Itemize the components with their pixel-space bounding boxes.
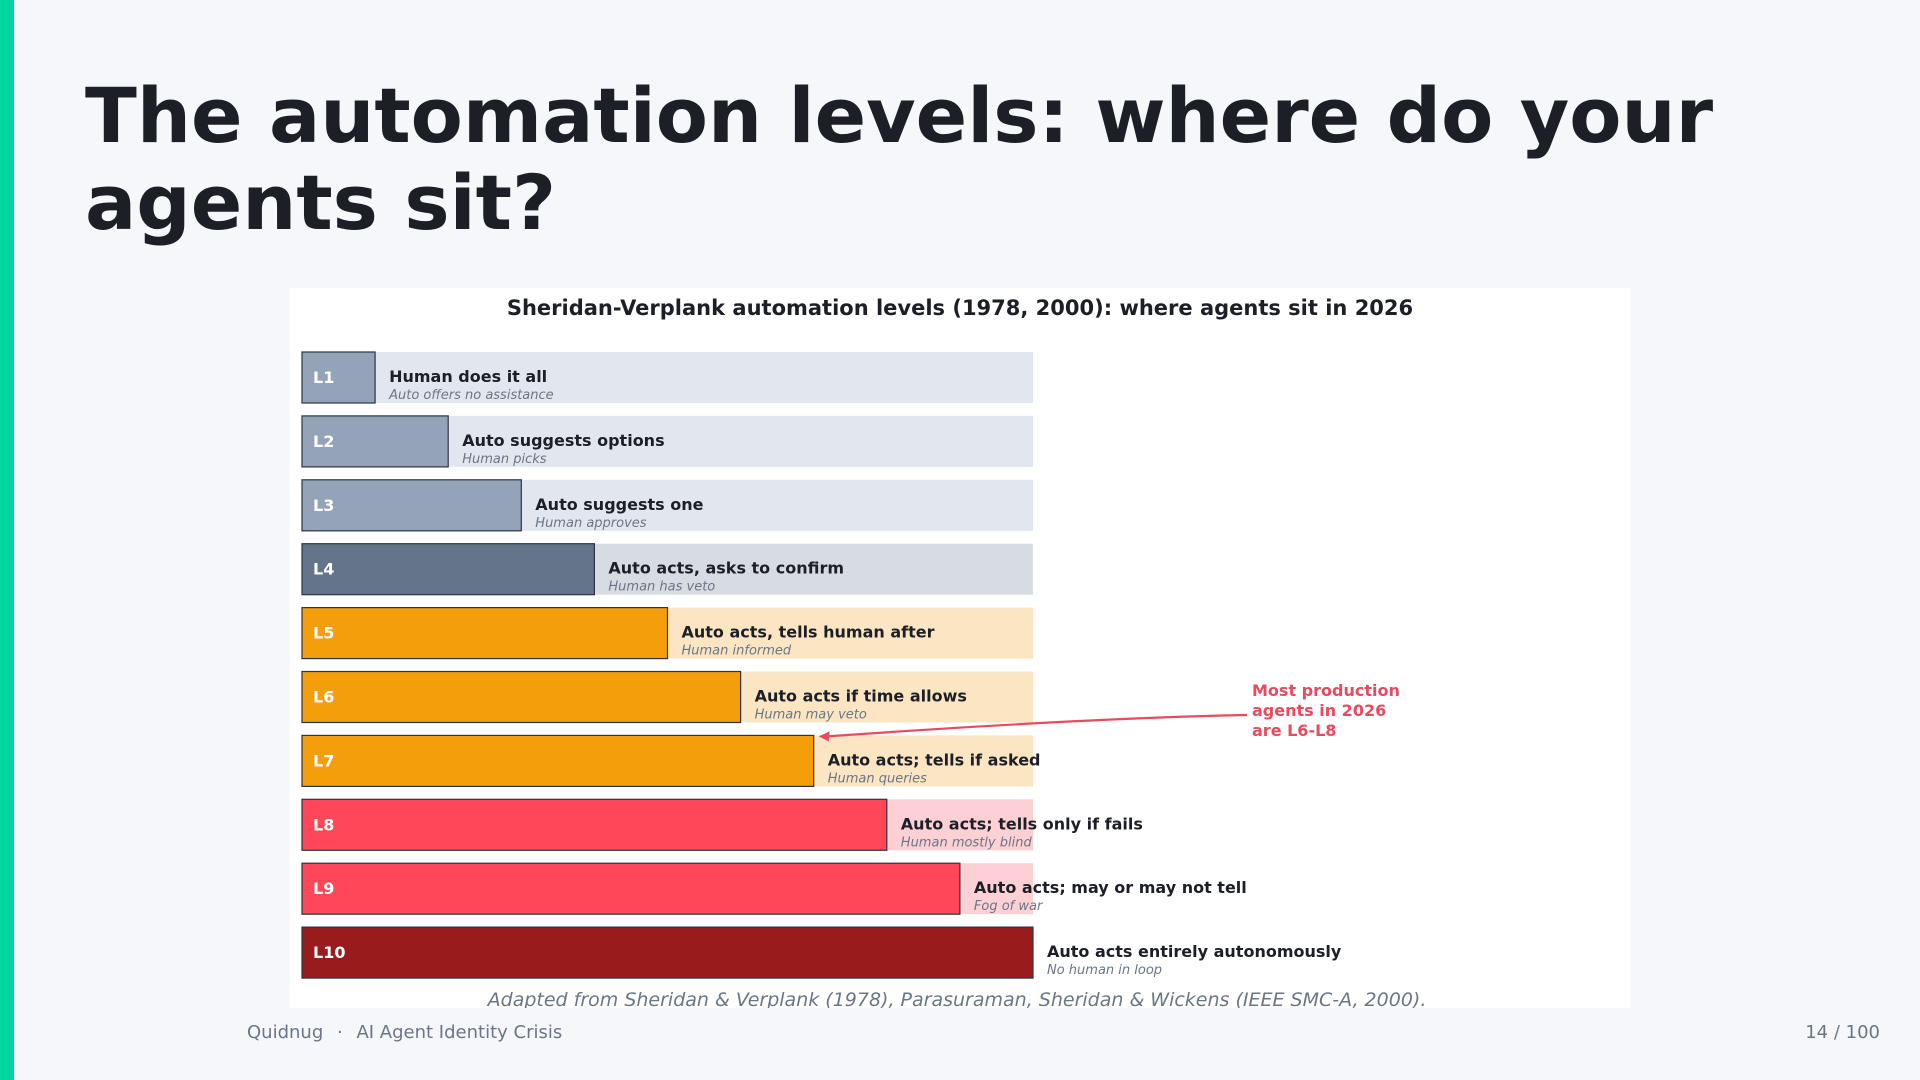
chart-panel: Sheridan-Verplank automation levels (197… xyxy=(290,288,1630,1008)
bar-label-l4: L4 xyxy=(313,560,334,579)
bar-l6 xyxy=(301,670,742,724)
bar-l5 xyxy=(301,607,669,660)
human-role-l6: Human may veto xyxy=(755,708,867,723)
annotation-text-line: Most production xyxy=(1252,681,1400,700)
bar-label-l8: L8 xyxy=(313,815,334,834)
human-role-l7: Human queries xyxy=(828,771,927,786)
level-description-l1: Human does it all xyxy=(389,367,547,386)
automation-levels-chart: Sheridan-Verplank automation levels (197… xyxy=(301,296,1427,1008)
bar-track-l1 xyxy=(302,352,1033,403)
bar-l3 xyxy=(301,479,522,532)
slide-title: The automation levels: where do your age… xyxy=(85,71,1714,247)
level-description-l3: Auto suggests one xyxy=(535,495,703,514)
human-role-l8: Human mostly blind xyxy=(901,835,1033,850)
bar-label-l3: L3 xyxy=(313,496,334,515)
bar-label-l2: L2 xyxy=(313,432,334,451)
footer-brand: Quidnug xyxy=(247,1022,324,1043)
level-description-l10: Auto acts entirely autonomously xyxy=(1047,942,1342,961)
accent-bar xyxy=(0,0,14,1080)
bar-label-l6: L6 xyxy=(313,688,334,707)
level-description-l7: Auto acts; tells if asked xyxy=(828,750,1041,769)
human-role-l3: Human approves xyxy=(535,516,646,531)
level-description-l6: Auto acts if time allows xyxy=(755,687,967,706)
bar-l4 xyxy=(301,543,595,596)
chart-title: Sheridan-Verplank automation levels (197… xyxy=(507,296,1413,320)
annotation-text-line: agents in 2026 xyxy=(1252,701,1386,720)
bar-label-l7: L7 xyxy=(313,751,334,770)
bar-l9 xyxy=(301,862,961,915)
human-role-l9: Fog of war xyxy=(974,899,1044,914)
level-description-l9: Auto acts; may or may not tell xyxy=(974,878,1247,897)
bar-label-l1: L1 xyxy=(313,368,334,387)
footer-separator: · xyxy=(336,1022,343,1043)
level-description-l4: Auto acts, asks to confirm xyxy=(608,559,844,578)
chart-caption: Adapted from Sheridan & Verplank (1978),… xyxy=(486,989,1427,1008)
bar-l2 xyxy=(301,415,449,468)
bar-label-l9: L9 xyxy=(313,879,334,898)
footer-left: Quidnug · AI Agent Identity Crisis xyxy=(247,1022,562,1043)
level-description-l5: Auto acts, tells human after xyxy=(682,623,935,642)
bar-l8 xyxy=(301,798,888,851)
page-indicator: 14 / 100 xyxy=(1805,1022,1880,1043)
bar-label-l10: L10 xyxy=(313,943,345,962)
level-description-l8: Auto acts; tells only if fails xyxy=(901,814,1143,833)
bar-label-l5: L5 xyxy=(313,624,334,643)
human-role-l4: Human has veto xyxy=(608,580,715,595)
bar-l10 xyxy=(301,926,1034,979)
level-description-l2: Auto suggests options xyxy=(462,431,664,450)
footer-deck-title: AI Agent Identity Crisis xyxy=(356,1022,563,1043)
human-role-l10: No human in loop xyxy=(1047,963,1162,978)
annotation-arrow-line xyxy=(826,713,1248,738)
human-role-l2: Human picks xyxy=(462,452,547,467)
bar-l7 xyxy=(301,734,815,787)
bar-l1 xyxy=(301,351,376,404)
human-role-l5: Human informed xyxy=(682,644,792,659)
annotation-text-line: are L6-L8 xyxy=(1252,721,1336,740)
annotation-arrowhead xyxy=(818,731,830,742)
human-role-l1: Auto offers no assistance xyxy=(388,388,554,403)
